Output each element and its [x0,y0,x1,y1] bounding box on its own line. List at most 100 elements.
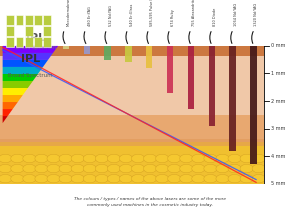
Polygon shape [3,74,38,81]
Bar [125,46,132,62]
Bar [0,115,264,142]
Circle shape [143,154,157,163]
Circle shape [216,164,229,173]
Circle shape [131,164,145,173]
Circle shape [228,164,241,173]
Circle shape [168,174,181,183]
Circle shape [23,164,36,173]
Circle shape [35,164,48,173]
Polygon shape [3,95,23,102]
Text: 1320 Nd:YAG: 1320 Nd:YAG [254,3,259,26]
Circle shape [204,154,217,163]
Bar [230,46,236,151]
Circle shape [216,154,229,163]
Polygon shape [3,67,43,74]
Circle shape [59,174,72,183]
Text: The colours / types / names of the above lasers are some of the more
commonly us: The colours / types / names of the above… [74,197,226,207]
Circle shape [47,154,60,163]
Circle shape [192,174,205,183]
Bar [104,46,111,60]
Circle shape [216,174,229,183]
Circle shape [11,154,24,163]
Circle shape [131,174,145,183]
Bar [43,15,51,25]
Polygon shape [3,60,48,67]
Text: 755 Alexandrite: 755 Alexandrite [192,0,196,26]
Circle shape [23,154,36,163]
Bar [0,46,264,56]
Circle shape [107,164,121,173]
Text: 1064 Nd:YAG: 1064 Nd:YAG [234,3,238,26]
Circle shape [252,174,265,183]
Circle shape [11,174,24,183]
Circle shape [240,174,253,183]
Text: 1 mm: 1 mm [271,71,286,76]
Bar [25,37,33,47]
Bar [6,37,14,47]
Circle shape [71,164,84,173]
Text: IPL: IPL [21,54,40,64]
Circle shape [0,164,12,173]
Bar [0,139,264,146]
Circle shape [23,174,36,183]
Bar [250,46,256,164]
Circle shape [83,174,96,183]
Text: 4 mm: 4 mm [271,154,286,159]
Circle shape [252,164,265,173]
Circle shape [107,154,121,163]
Polygon shape [3,53,53,60]
Circle shape [240,164,253,173]
Polygon shape [3,46,58,53]
Circle shape [11,164,24,173]
Circle shape [156,164,169,173]
Circle shape [71,174,84,183]
Circle shape [143,164,157,173]
Text: 480 Er:YAG: 480 Er:YAG [88,6,92,26]
Circle shape [204,174,217,183]
Bar [167,46,173,93]
Circle shape [252,154,265,163]
Circle shape [156,154,169,163]
Circle shape [143,174,157,183]
Polygon shape [3,88,28,95]
Circle shape [228,174,241,183]
Circle shape [0,154,12,163]
Text: Broad Spectrum: Broad Spectrum [16,45,56,50]
Circle shape [228,154,241,163]
Text: 585-595 Pulse Dye: 585-595 Pulse Dye [150,0,155,26]
Circle shape [192,154,205,163]
Text: Microdermabrasion: Microdermabrasion [67,0,71,26]
Text: 810 Diode: 810 Diode [213,8,217,26]
Bar [146,46,152,68]
Circle shape [0,174,12,183]
Bar [43,26,51,36]
Circle shape [180,164,193,173]
Text: Broad Spectrum: Broad Spectrum [8,73,53,78]
Bar [208,46,215,126]
Bar [25,26,33,36]
Circle shape [59,164,72,173]
Text: 2 mm: 2 mm [271,99,286,103]
Bar [43,37,51,47]
Circle shape [83,154,96,163]
Bar [63,46,69,49]
Bar [16,37,23,47]
Bar [34,15,42,25]
Polygon shape [3,102,18,109]
Bar [25,15,33,25]
Circle shape [119,154,133,163]
Circle shape [95,164,108,173]
Circle shape [168,164,181,173]
Circle shape [83,164,96,173]
Bar [84,46,90,54]
Text: 532 Nd:YAG: 532 Nd:YAG [109,5,113,26]
Bar [0,53,264,115]
Bar [6,15,14,25]
Circle shape [180,174,193,183]
Circle shape [47,164,60,173]
Bar [34,37,42,47]
Polygon shape [3,109,13,116]
Text: 0 mm: 0 mm [271,43,286,48]
Bar [0,142,264,184]
Circle shape [35,174,48,183]
